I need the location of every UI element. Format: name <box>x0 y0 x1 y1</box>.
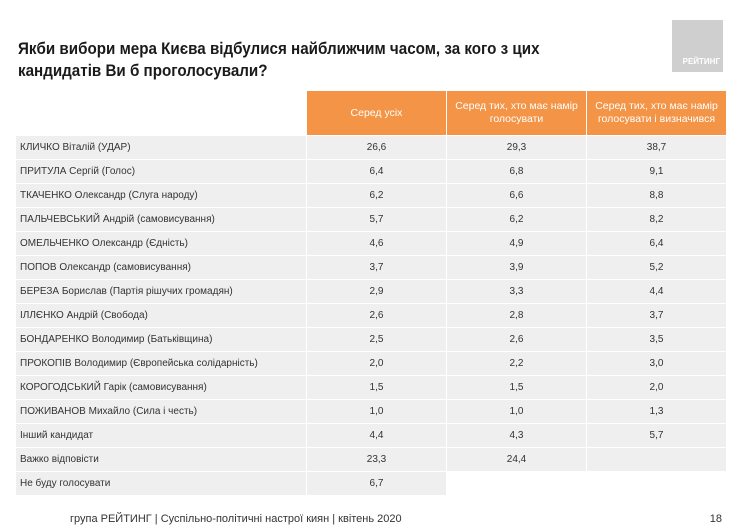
table-row: КОРОГОДСЬКИЙ Гарік (самовисування) 1,5 1,5… <box>15 375 727 400</box>
candidate-label: Не буду голосувати <box>15 471 307 496</box>
value-cell <box>586 447 727 472</box>
candidate-label: КЛИЧКО Віталій (УДАР) <box>15 135 307 160</box>
value-cell: 2,8 <box>446 303 587 328</box>
value-cell: 4,4 <box>306 423 447 448</box>
value-cell: 6,6 <box>446 183 587 208</box>
value-cell: 26,6 <box>306 135 447 160</box>
value-cell: 6,4 <box>306 159 447 184</box>
value-cell: 3,0 <box>586 351 727 376</box>
table-row: ПРИТУЛА Сергій (Голос) 6,4 6,8 9,1 <box>15 159 727 184</box>
value-cell: 4,4 <box>586 279 727 304</box>
candidate-label: БОНДАРЕНКО Володимир (Батьківщина) <box>15 327 307 352</box>
value-cell <box>586 471 727 496</box>
column-header: Серед тих, хто має намір голосувати <box>446 90 587 136</box>
candidate-label: ІЛЛЄНКО Андрій (Свобода) <box>15 303 307 328</box>
value-cell: 3,3 <box>446 279 587 304</box>
table-row: КЛИЧКО Віталій (УДАР) 26,6 29,3 38,7 <box>15 135 727 160</box>
table-row: Не буду голосувати 6,7 <box>15 471 727 496</box>
table-header-row: Серед усіх Серед тих, хто має намір голо… <box>15 90 727 136</box>
table-row: Важко відповісти 23,3 24,4 <box>15 447 727 472</box>
value-cell: 3,9 <box>446 255 587 280</box>
candidate-label: КОРОГОДСЬКИЙ Гарік (самовисування) <box>15 375 307 400</box>
value-cell: 2,9 <box>306 279 447 304</box>
value-cell: 5,7 <box>306 207 447 232</box>
value-cell: 5,2 <box>586 255 727 280</box>
candidate-label: Інший кандидат <box>15 423 307 448</box>
value-cell: 2,5 <box>306 327 447 352</box>
value-cell: 23,3 <box>306 447 447 472</box>
value-cell: 38,7 <box>586 135 727 160</box>
value-cell: 1,5 <box>446 375 587 400</box>
table-row: БЕРЕЗА Борислав (Партія рішучих громадян… <box>15 279 727 304</box>
value-cell: 2,0 <box>306 351 447 376</box>
table-row: ПАЛЬЧЕВСЬКИЙ Андрій (самовисування) 5,7 6,… <box>15 207 727 232</box>
table-row: ТКАЧЕНКО Олександр (Слуга народу) 6,2 6,6 8… <box>15 183 727 208</box>
value-cell <box>446 471 587 496</box>
value-cell: 1,0 <box>306 399 447 424</box>
value-cell: 2,0 <box>586 375 727 400</box>
value-cell: 6,4 <box>586 231 727 256</box>
value-cell: 8,2 <box>586 207 727 232</box>
table-row: ОМЕЛЬЧЕНКО Олександр (Єдність) 4,6 4,9 6,4 <box>15 231 727 256</box>
value-cell: 6,8 <box>446 159 587 184</box>
value-cell: 3,7 <box>306 255 447 280</box>
value-cell: 8,8 <box>586 183 727 208</box>
column-header: Серед тих, хто має намір голосувати і ви… <box>586 90 727 136</box>
value-cell: 6,2 <box>446 207 587 232</box>
value-cell: 2,2 <box>446 351 587 376</box>
value-cell: 4,9 <box>446 231 587 256</box>
value-cell: 9,1 <box>586 159 727 184</box>
candidate-label: БЕРЕЗА Борислав (Партія рішучих громадян… <box>15 279 307 304</box>
results-table: Серед усіх Серед тих, хто має намір голо… <box>15 90 727 496</box>
value-cell: 5,7 <box>586 423 727 448</box>
table-row: ПРОКОПІВ Володимир (Європейська солідарн… <box>15 351 727 376</box>
table-row: БОНДАРЕНКО Володимир (Батьківщина) 2,5 2,6… <box>15 327 727 352</box>
candidate-label: ПРОКОПІВ Володимир (Європейська солідарн… <box>15 351 307 376</box>
page-number: 18 <box>709 513 722 525</box>
value-cell: 4,6 <box>306 231 447 256</box>
rating-logo: РЕЙТИНГ <box>672 20 723 72</box>
value-cell: 1,0 <box>446 399 587 424</box>
column-header: Серед усіх <box>306 90 447 136</box>
value-cell: 6,2 <box>306 183 447 208</box>
slide-title: Якби вибори мера Києва відбулися найближ… <box>18 40 540 80</box>
value-cell: 1,3 <box>586 399 727 424</box>
table-row: ПОПОВ Олександр (самовисування) 3,7 3,9 5,2 <box>15 255 727 280</box>
value-cell: 2,6 <box>306 303 447 328</box>
candidate-label: ПОПОВ Олександр (самовисування) <box>15 255 307 280</box>
candidate-label: ПАЛЬЧЕВСЬКИЙ Андрій (самовисування) <box>15 207 307 232</box>
header-blank <box>15 90 307 136</box>
candidate-label: ПОЖИВАНОВ Михайло (Сила і честь) <box>15 399 307 424</box>
value-cell: 24,4 <box>446 447 587 472</box>
value-cell: 3,5 <box>586 327 727 352</box>
value-cell: 6,7 <box>306 471 447 496</box>
value-cell: 1,5 <box>306 375 447 400</box>
value-cell: 2,6 <box>446 327 587 352</box>
value-cell: 4,3 <box>446 423 587 448</box>
footer-text: група РЕЙТИНГ | Суспільно-політичні наст… <box>70 513 402 525</box>
value-cell: 3,7 <box>586 303 727 328</box>
table-row: ПОЖИВАНОВ Михайло (Сила і честь) 1,0 1,0 1,… <box>15 399 727 424</box>
table-row: ІЛЛЄНКО Андрій (Свобода) 2,6 2,8 3,7 <box>15 303 727 328</box>
value-cell: 29,3 <box>446 135 587 160</box>
candidate-label: ТКАЧЕНКО Олександр (Слуга народу) <box>15 183 307 208</box>
candidate-label: ПРИТУЛА Сергій (Голос) <box>15 159 307 184</box>
candidate-label: ОМЕЛЬЧЕНКО Олександр (Єдність) <box>15 231 307 256</box>
table-row: Інший кандидат 4,4 4,3 5,7 <box>15 423 727 448</box>
logo-text: РЕЙТИНГ <box>682 57 720 66</box>
candidate-label: Важко відповісти <box>15 447 307 472</box>
